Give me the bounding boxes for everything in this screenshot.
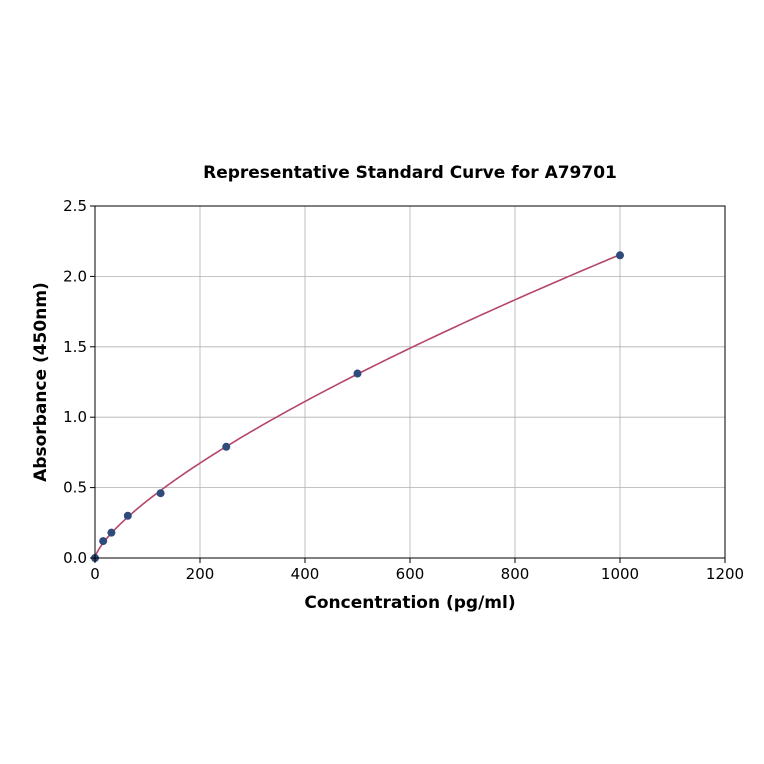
x-tick-label: 1200 — [706, 565, 744, 583]
x-tick-label: 600 — [396, 565, 425, 583]
y-ticks: 0.0 0.5 1.0 1.5 2.0 2.5 — [63, 197, 95, 567]
chart-title: Representative Standard Curve for A79701 — [203, 163, 617, 183]
y-tick-label: 1.0 — [63, 408, 87, 426]
x-tick-label: 800 — [501, 565, 530, 583]
data-point — [99, 537, 108, 546]
x-tick-label: 400 — [291, 565, 320, 583]
y-tick-label: 0.0 — [63, 549, 87, 567]
data-point — [156, 489, 165, 498]
y-axis-label: Absorbance (450nm) — [31, 282, 51, 482]
x-axis-label: Concentration (pg/ml) — [304, 593, 515, 613]
y-tick-label: 2.5 — [63, 197, 87, 215]
fit-curve — [94, 253, 621, 559]
data-point — [222, 442, 231, 451]
data-point — [353, 369, 362, 378]
data-points — [91, 251, 624, 562]
data-point — [123, 511, 132, 520]
x-tick-label: 200 — [186, 565, 215, 583]
data-point — [107, 528, 116, 537]
y-tick-label: 2.0 — [63, 267, 87, 285]
data-point — [616, 251, 624, 260]
x-tick-label: 0 — [90, 565, 100, 583]
x-tick-label: 1000 — [601, 565, 639, 583]
y-tick-label: 1.5 — [63, 338, 87, 356]
y-tick-label: 0.5 — [63, 479, 87, 497]
x-ticks: 0 200 400 600 800 1000 1200 — [90, 558, 744, 583]
grid — [94, 205, 726, 559]
